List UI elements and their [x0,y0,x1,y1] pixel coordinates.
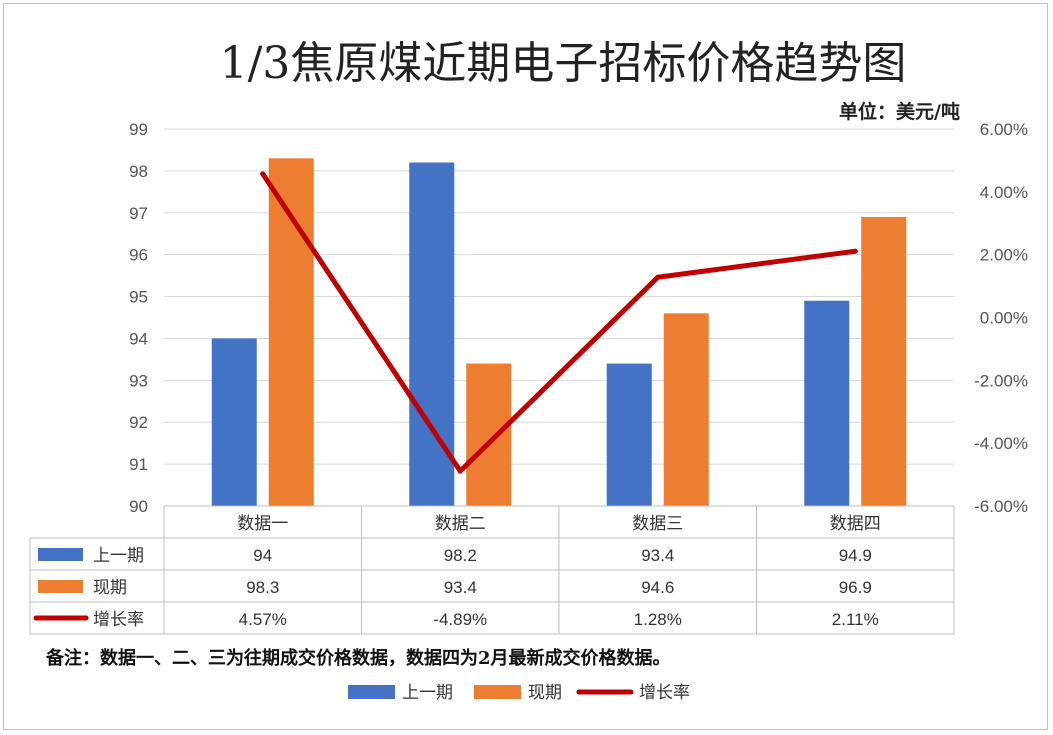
row-legend-key [38,548,83,561]
table-cell: 93.4 [641,546,674,565]
y-tick-label: 95 [129,288,148,307]
legend: 上一期 现期 增长率 [348,683,690,703]
table-cell: 94 [253,546,272,565]
y-tick-label: 97 [129,204,148,223]
y2-tick-label: 4.00% [980,183,1028,202]
table-category-label: 数据四 [830,514,881,534]
y-tick-label: 91 [129,455,148,474]
bar [606,363,652,506]
table-row-label: 上一期 [93,546,144,566]
footnote: 备注：数据一、二、三为往期成交价格数据，数据四为2月最新成交价格数据。 [45,647,671,669]
growth-point [260,171,266,177]
bar [861,216,907,506]
growth-point [655,274,661,280]
row-legend-key [38,580,83,593]
table-cell: 4.57% [239,610,287,629]
y2-tick-label: 0.00% [980,309,1028,328]
growth-point [457,468,463,474]
legend-label: 现期 [528,683,562,703]
growth-line [260,171,858,474]
unit-label: 单位：美元/吨 [839,100,960,123]
y-tick-label: 92 [129,413,148,432]
y2-tick-label: -2.00% [974,371,1028,390]
table-row-label: 现期 [93,578,127,598]
bar [466,363,512,506]
y2-tick-label: 6.00% [980,120,1028,139]
table-cell: 96.9 [839,578,872,597]
legend-label: 上一期 [402,683,453,703]
y-tick-label: 96 [129,246,148,265]
bar [804,300,850,506]
table-row-label: 增长率 [93,610,144,630]
table-cell: 94.6 [641,578,674,597]
table-cell: 98.2 [444,546,477,565]
table-cell: -4.89% [433,610,487,629]
bar [211,338,257,506]
legend-key [348,685,395,699]
y2-tick-label: -4.00% [974,434,1028,453]
chart-frame [3,3,1048,730]
y-axis-right: 6.00% 4.00% 2.00% 0.00% -2.00% -4.00% -6.00% [974,120,1028,516]
y-tick-label: 90 [129,497,148,516]
y-tick-label: 99 [129,120,148,139]
bar [268,158,314,507]
table-category-label: 数据二 [435,514,486,534]
y2-tick-label: 2.00% [980,246,1028,265]
table-cell: 94.9 [839,546,872,565]
table-cell: 2.11% [832,610,879,629]
y2-tick-label: -6.00% [974,497,1028,516]
bar [663,313,709,506]
y-tick-label: 93 [129,371,148,390]
table-category-label: 数据三 [632,514,683,534]
growth-line-series [260,171,858,474]
table-cell: 98.3 [246,578,279,597]
bar-series [211,158,907,507]
table-cell: 1.28% [634,610,682,629]
table-cell: 93.4 [444,578,477,597]
legend-label: 增长率 [639,683,690,703]
y-tick-label: 94 [129,329,148,348]
y-axis-left: 99 98 97 96 95 94 93 92 91 90 [129,120,148,516]
table-category-label: 数据一 [237,514,288,534]
growth-point [852,248,858,254]
y-tick-label: 98 [129,162,148,181]
chart-title: 1/3焦原煤近期电子招标价格趋势图 [220,38,907,89]
legend-key [474,685,521,699]
